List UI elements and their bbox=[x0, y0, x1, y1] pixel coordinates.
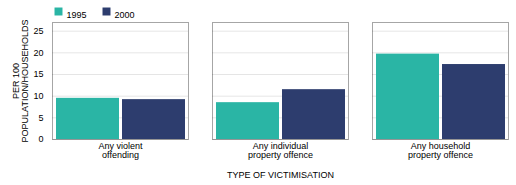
svg-text:2000: 2000 bbox=[115, 10, 135, 20]
svg-text:15: 15 bbox=[33, 69, 43, 79]
svg-text:20: 20 bbox=[33, 48, 43, 58]
svg-text:Any householdproperty offence: Any householdproperty offence bbox=[408, 141, 473, 160]
svg-text:10: 10 bbox=[33, 91, 43, 101]
svg-text:0: 0 bbox=[38, 134, 43, 144]
svg-text:5: 5 bbox=[38, 113, 43, 123]
svg-text:1995: 1995 bbox=[67, 10, 87, 20]
svg-text:Any individualproperty offence: Any individualproperty offence bbox=[248, 141, 313, 160]
svg-text:PER 100POPULATION/HOUSEHOLDS: PER 100POPULATION/HOUSEHOLDS bbox=[11, 20, 30, 143]
svg-text:Any violentoffending: Any violentoffending bbox=[98, 141, 143, 160]
svg-text:TYPE OF VICTIMISATION: TYPE OF VICTIMISATION bbox=[227, 170, 334, 180]
svg-text:25: 25 bbox=[33, 26, 43, 36]
